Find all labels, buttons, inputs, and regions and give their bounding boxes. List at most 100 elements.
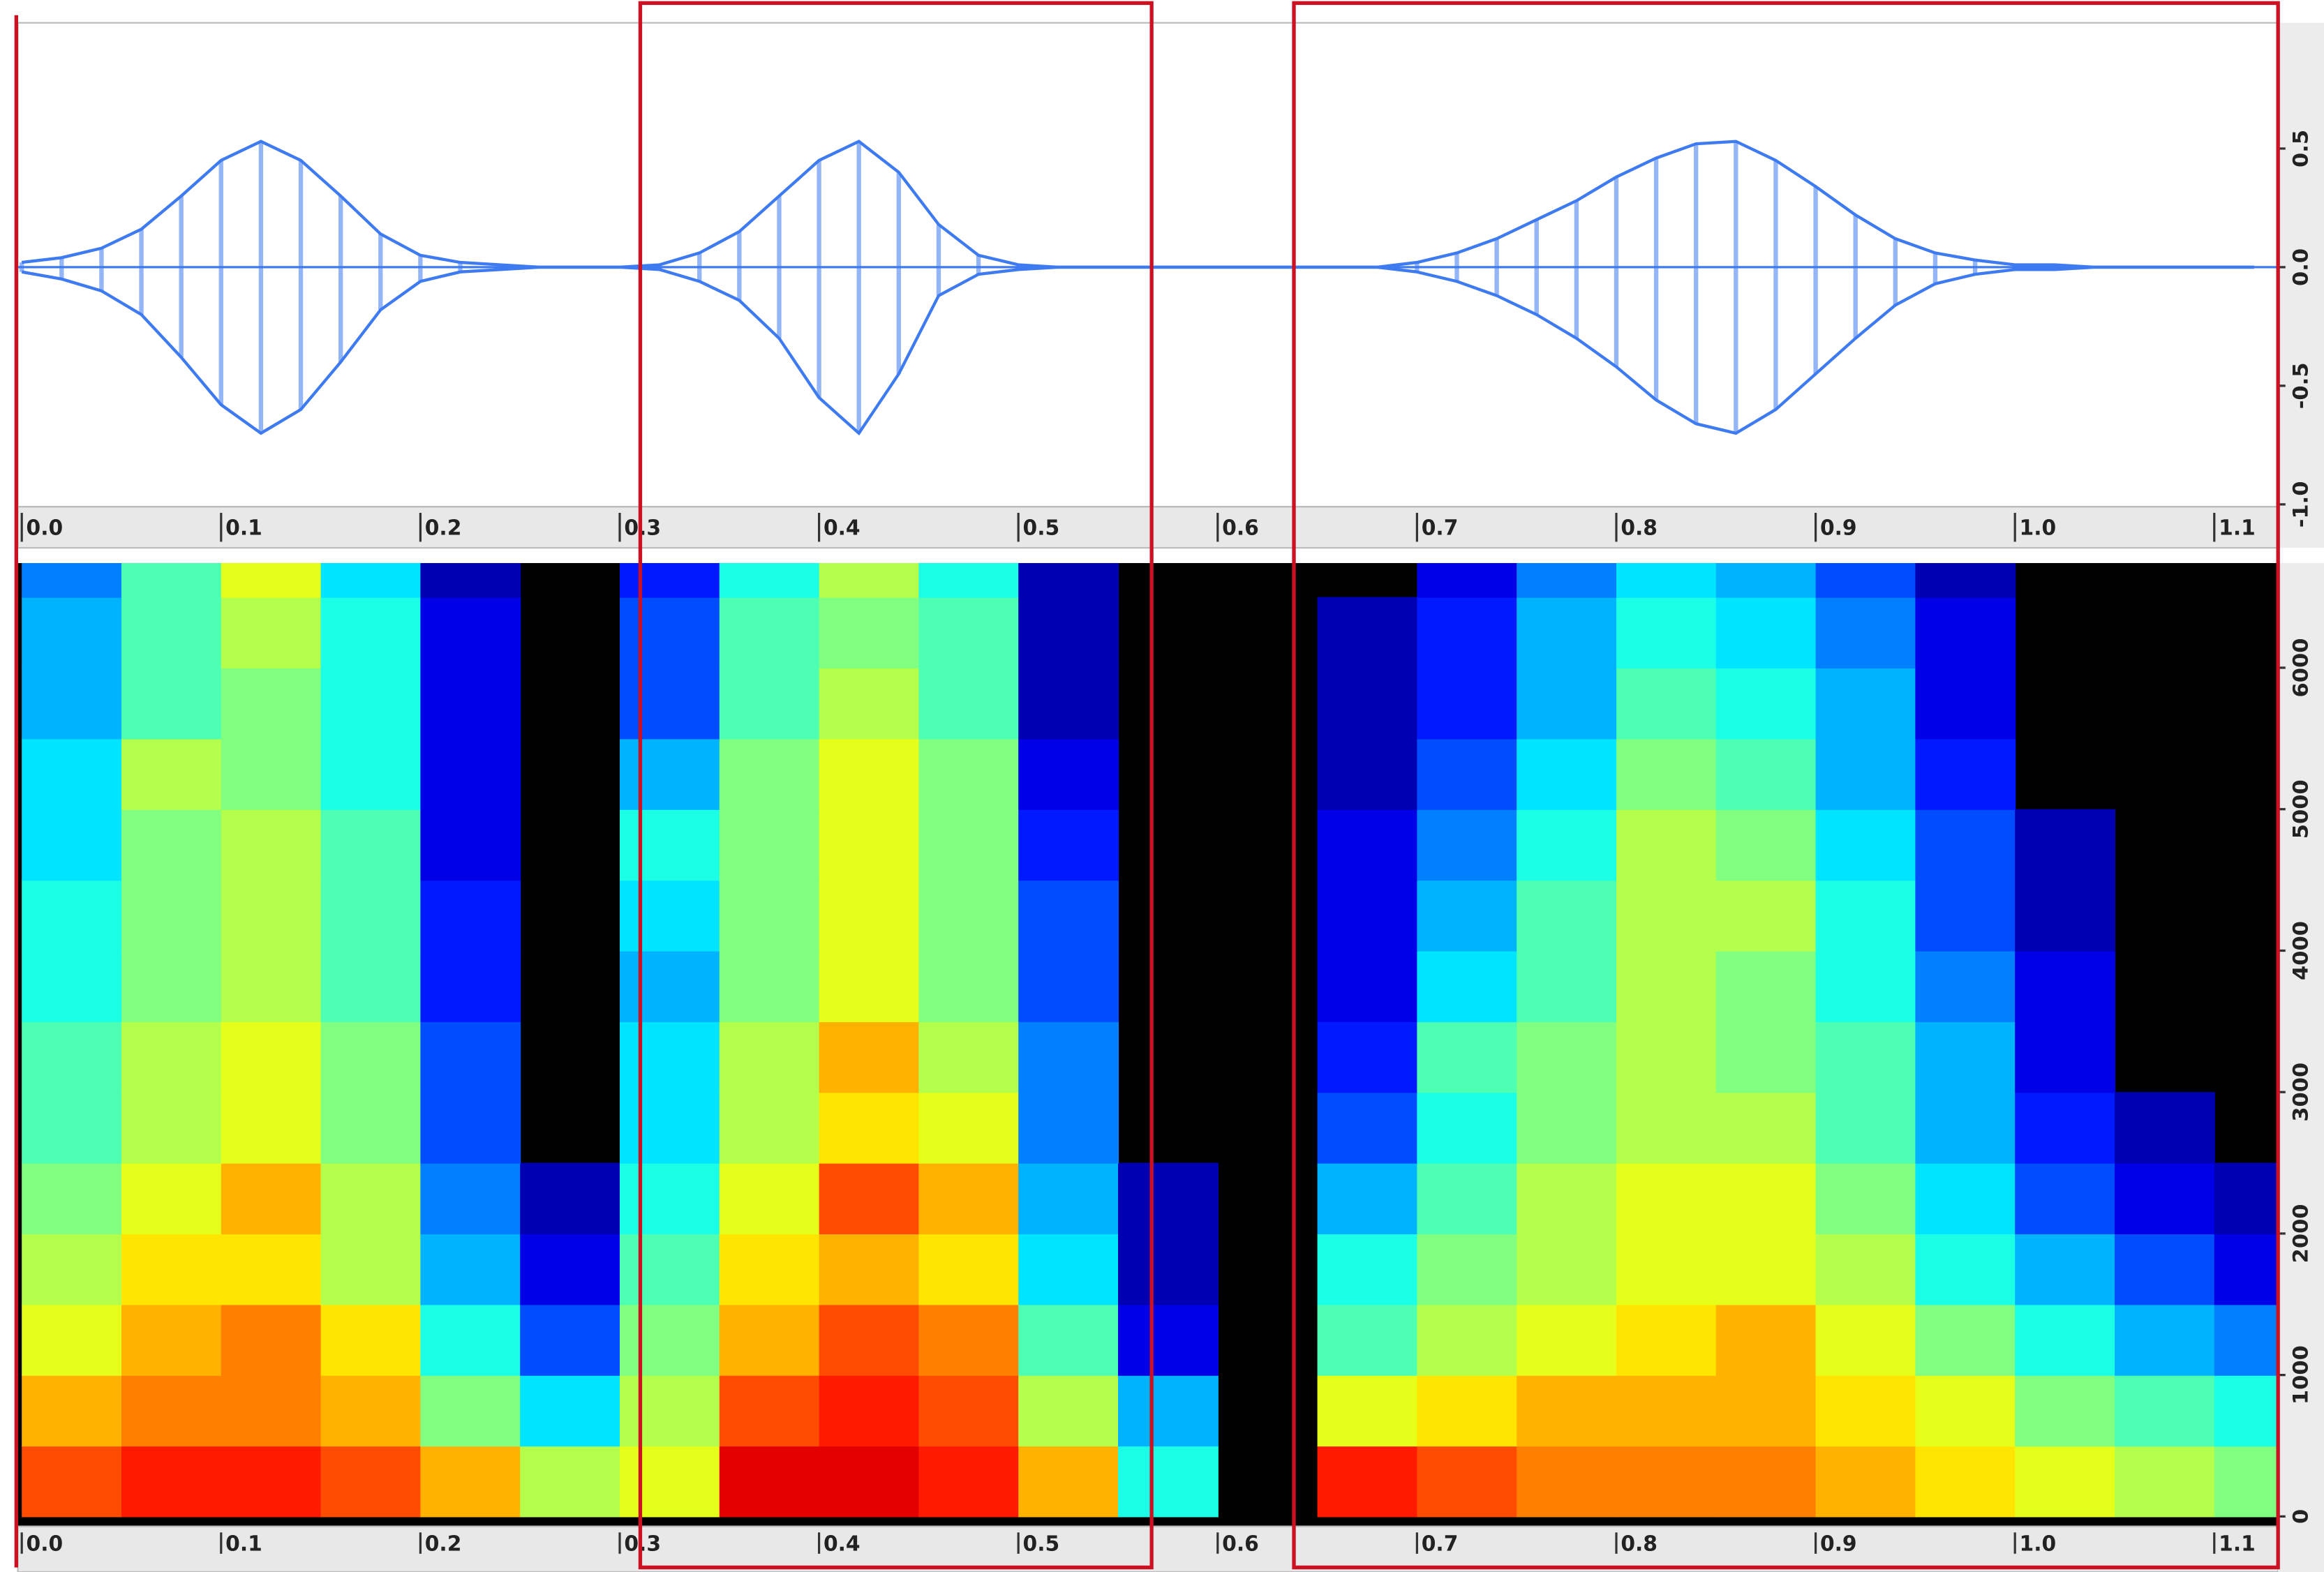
x-tick-label: 0.9 [1820,516,1857,540]
spectrogram-cell [1318,1446,1418,1517]
y-tick-label: 4000 [2289,921,2314,980]
spectrogram-cell [1517,1304,1617,1375]
x-tick-label: 0.3 [624,1532,661,1556]
spectrogram-cell [420,880,521,951]
spectrogram-cell [420,1234,521,1305]
spectrogram-cell [221,597,322,668]
spectrogram-cell [1318,597,1418,668]
spectrogram-cell [121,1446,222,1517]
y-tick-label: 5000 [2289,779,2314,839]
spectrogram-cell [1915,880,2016,951]
spectrogram-cell [720,1446,820,1517]
spectrogram-cell [321,668,422,739]
spectrogram-cell [2015,809,2115,881]
spectrogram-cell [620,809,720,881]
spectrogram-cell [1816,1304,1916,1375]
spectrogram-cell [22,880,122,951]
spectrogram-cell [121,597,222,668]
spectrogram-cell [221,1446,322,1517]
spectrogram-cell [1517,950,1617,1021]
spectrogram-cell [620,1446,720,1517]
spectrogram-cell [1517,738,1617,809]
y-tick-label: 0.5 [2289,130,2314,167]
spectrogram-cell [1417,1021,1517,1093]
spectrogram-cell [221,950,322,1021]
spectrogram-cell [22,809,122,881]
spectrogram-cell [1915,1304,2016,1375]
spectrogram-cell [819,1375,920,1446]
spectrogram-cell [1318,1234,1418,1305]
x-tick-label: 0.6 [1222,516,1259,540]
spectrogram-cell [819,1446,920,1517]
spectrogram-cell [321,1234,422,1305]
y-tick-label: -1.0 [2289,481,2314,528]
spectrogram-cell [420,738,521,809]
spectrogram-cell [121,738,222,809]
spectrogram-cell [121,1304,222,1375]
spectrogram-cell [1417,1092,1517,1163]
spectrogram-cell [720,880,820,951]
spectrogram-cell [2015,1375,2115,1446]
spectrogram-cell [1915,1375,2016,1446]
spectrogram-cell [221,668,322,739]
spectrogram-cell [1716,1021,1817,1093]
spectrogram-cell [1716,668,1817,739]
spectrogram-cell [1318,738,1418,809]
spectrogram-cell [2015,1446,2115,1517]
spectrogram-cell [1816,1234,1916,1305]
spectrogram-cell [1816,1375,1916,1446]
spectrogram-cell [1915,950,2016,1021]
y-tick-label: -0.5 [2289,363,2314,410]
spectrogram-cell [22,1021,122,1093]
spectrogram-cell [620,1163,720,1234]
spectrogram-cell [1018,809,1119,881]
spectrogram-cell [321,1092,422,1163]
spectrogram-cell [1318,1163,1418,1234]
y-tick-label: 6000 [2289,638,2314,698]
spectrogram-cell [321,738,422,809]
spectrogram-cell [1517,1234,1617,1305]
x-tick-label: 0.2 [425,1532,462,1556]
spectrogram-cell [1018,950,1119,1021]
spectrogram-cell [620,1375,720,1446]
x-tick-label: 0.5 [1023,1532,1060,1556]
spectrogram-cell [221,1092,322,1163]
spectrogram-cell [1816,738,1916,809]
spectrogram-cell [121,1163,222,1234]
spectrogram-cell [1417,1446,1517,1517]
spectrogram-cell [1118,1446,1219,1517]
spectrogram-cell [321,1304,422,1375]
spectrogram-cell [819,738,920,809]
spectrogram-cell [1318,809,1418,881]
spectrogram-cell [520,1375,620,1446]
spectrogram-cell [1915,738,2016,809]
spectrogram-cell [1915,1163,2016,1234]
spectrogram-cell [1716,1234,1817,1305]
spectrogram-cell [918,668,1019,739]
spectrogram-cell [819,1021,920,1093]
spectrogram-cell [1417,1163,1517,1234]
y-tick-label: 2000 [2289,1204,2314,1263]
x-tick-label: 1.0 [2020,516,2057,540]
spectrogram-cell [1118,1375,1219,1446]
spectrogram-cell [121,880,222,951]
x-tick-label: 0.6 [1222,1532,1259,1556]
spectrogram-cell [720,1375,820,1446]
spectrogram-cell [1018,1234,1119,1305]
spectrogram-cell [420,597,521,668]
spectrogram-cell [819,950,920,1021]
spectrogram-cell [2015,1163,2115,1234]
spectrogram-cell [1616,880,1717,951]
spectrogram-cell [620,950,720,1021]
x-tick-label: 1.0 [2020,1532,2057,1556]
spectrogram-cell [321,597,422,668]
spectrogram-cell [1018,738,1119,809]
spectrogram-cell [1018,1021,1119,1093]
spectrogram-cell [918,1375,1019,1446]
spectrogram-cell [1318,1021,1418,1093]
spectrogram-cell [1616,809,1717,881]
spectrogram-cell [420,950,521,1021]
spectrogram-cell [1716,1375,1817,1446]
spectrogram-cell [420,1021,521,1093]
spectrogram-cell [720,1304,820,1375]
